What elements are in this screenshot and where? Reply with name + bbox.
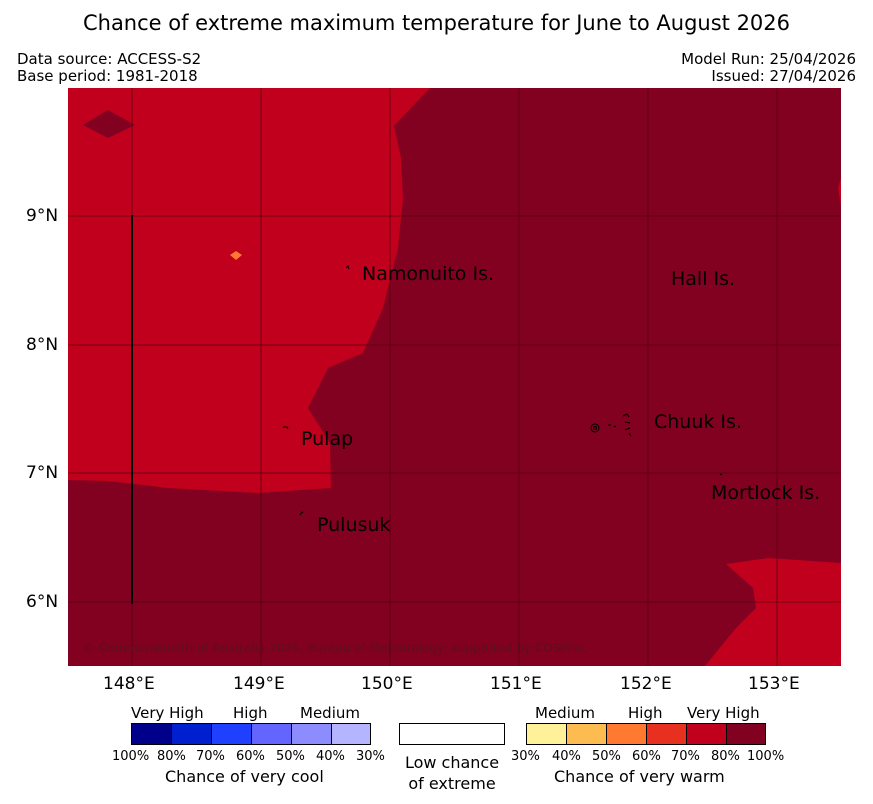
cool-swatch xyxy=(291,723,332,745)
warm-tick: 60% xyxy=(632,749,661,764)
cool-tick: 40% xyxy=(316,749,345,764)
high-warm-region-southeast xyxy=(705,558,841,666)
cool-level-label: Medium xyxy=(300,704,360,722)
cool-tick: 100% xyxy=(112,749,150,764)
cool-swatch xyxy=(131,723,172,745)
warm-swatch xyxy=(606,723,647,745)
warm-tick: 70% xyxy=(671,749,700,764)
cool-tick: 30% xyxy=(356,749,385,764)
warm-tick: 80% xyxy=(711,749,740,764)
place-label-mortlock: Mortlock Is. xyxy=(711,482,821,504)
pulusuk-island-marker xyxy=(299,511,304,516)
lon-label: 149°E xyxy=(233,674,285,694)
warm-swatch xyxy=(726,723,766,745)
warm-level-label: High xyxy=(628,704,663,722)
graticule xyxy=(68,88,841,666)
high-warm-sliver-east xyxy=(838,178,841,206)
warm-level-label: Medium xyxy=(535,704,595,722)
cool-swatch xyxy=(171,723,212,745)
issued-label: Issued: 27/04/2026 xyxy=(711,67,856,85)
cool-level-label: Very High xyxy=(131,704,204,722)
very-high-warm-patch xyxy=(83,110,135,138)
lon-label: 153°E xyxy=(748,674,800,694)
lon-label: 152°E xyxy=(620,674,672,694)
cool-swatch xyxy=(251,723,292,745)
warm-level-label: Very High xyxy=(687,704,760,722)
lat-label: 6°N xyxy=(26,592,59,612)
low-chance-caption-2: of extreme xyxy=(408,774,496,793)
warm-swatch xyxy=(686,723,727,745)
cool-tick: 80% xyxy=(157,749,186,764)
place-label-hall: Hall Is. xyxy=(671,268,736,290)
lon-label: 151°E xyxy=(490,674,542,694)
mortlock-island-marker xyxy=(719,473,723,476)
island-markers xyxy=(283,265,723,516)
warm-swatch xyxy=(566,723,607,745)
cool-caption: Chance of very cool xyxy=(165,767,324,786)
lat-label: 8°N xyxy=(26,335,59,355)
lat-label: 9°N xyxy=(26,206,59,226)
warm-caption: Chance of very warm xyxy=(554,767,725,786)
warm-tick: 40% xyxy=(552,749,581,764)
copyright-text: © Commonwealth of Australia 2026, Bureau… xyxy=(83,641,588,655)
chuuk-lagoon-marker xyxy=(590,423,600,433)
data-source-label: Data source: ACCESS-S2 xyxy=(17,50,202,68)
map-title: Chance of extreme maximum temperature fo… xyxy=(82,11,791,35)
base-period-label: Base period: 1981-2018 xyxy=(17,67,198,85)
warm-tick: 100% xyxy=(747,749,785,764)
warm-tick: 30% xyxy=(511,749,540,764)
warm-swatch xyxy=(526,723,567,745)
place-label-namonuito: Namonuito Is. xyxy=(362,263,495,285)
cool-swatch xyxy=(331,723,371,745)
place-label-pulusuk: Pulusuk xyxy=(317,514,391,536)
namonuito-island-marker xyxy=(345,265,350,270)
low-chance-caption-1: Low chance xyxy=(404,753,500,772)
model-run-label: Model Run: 25/04/2026 xyxy=(681,50,856,68)
cool-swatch xyxy=(211,723,252,745)
lon-label: 150°E xyxy=(361,674,413,694)
chuuk-islets-marker xyxy=(608,413,632,437)
low-chance-swatch xyxy=(399,723,505,745)
warm-swatch xyxy=(646,723,687,745)
lat-label: 7°N xyxy=(26,463,59,483)
high-warm-region-west xyxy=(68,88,430,493)
cool-level-label: High xyxy=(233,704,268,722)
forecast-map: © Commonwealth of Australia 2026, Bureau… xyxy=(68,88,841,666)
medium-warm-patch xyxy=(230,251,242,260)
cool-tick: 50% xyxy=(276,749,305,764)
cool-tick: 70% xyxy=(196,749,225,764)
warm-tick: 50% xyxy=(592,749,621,764)
place-label-chuuk: Chuuk Is. xyxy=(654,411,742,433)
cool-tick: 60% xyxy=(236,749,265,764)
pulap-island-marker xyxy=(283,426,289,430)
place-label-pulap: Pulap xyxy=(301,428,354,450)
lon-label: 148°E xyxy=(103,674,155,694)
